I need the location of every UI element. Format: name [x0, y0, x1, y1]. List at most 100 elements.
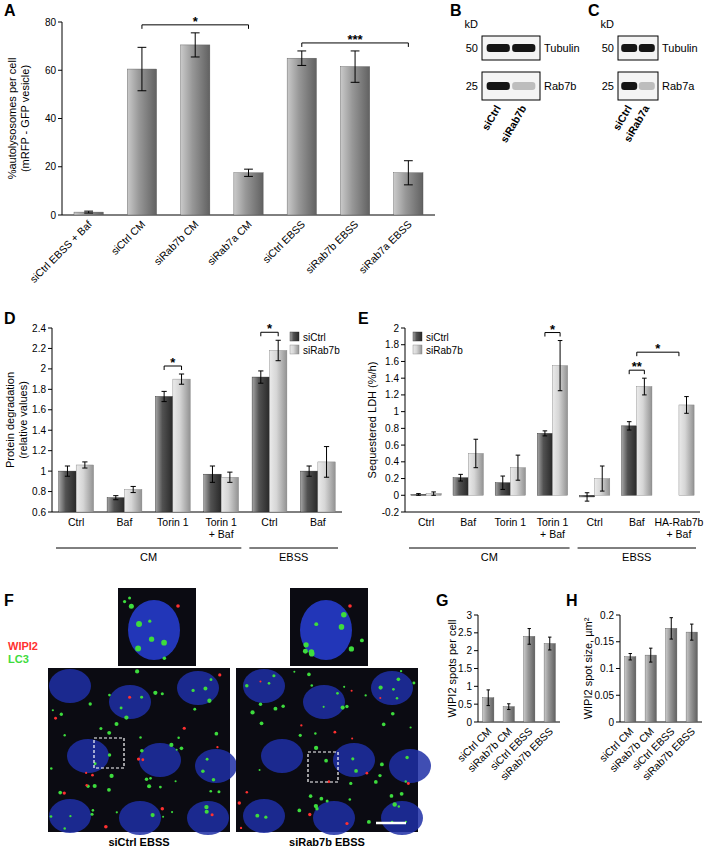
wipi2-dot [141, 758, 144, 761]
category-label-line: Ctrl [586, 516, 602, 528]
lc3-dot [159, 786, 162, 789]
error-bar [543, 431, 548, 436]
plot-marks [74, 33, 423, 215]
error-line [301, 51, 302, 65]
category-label-line: HA-Rab7b [654, 516, 703, 528]
nucleus [313, 801, 355, 835]
inset-marker [94, 738, 124, 768]
y-tick-label: -0.2 [382, 507, 400, 518]
group-label: EBSS [279, 551, 308, 563]
error-cap [670, 639, 673, 640]
lc3-dot [169, 743, 173, 747]
inset-lc3-dot [303, 649, 308, 654]
chart-panel: GWIPI2 spots per cell00.511.522.53siCtrl… [436, 592, 560, 783]
wipi2-dot [85, 784, 87, 786]
error-cap [684, 396, 689, 397]
lc3-dot [324, 759, 328, 763]
error-line [212, 466, 213, 482]
category-label: siRab7b CM [151, 218, 200, 267]
error-line [278, 340, 279, 360]
error-cap [307, 476, 312, 477]
error-bar [258, 371, 263, 383]
error-bar [558, 341, 563, 391]
lc3-dot [58, 791, 62, 795]
condition-label: siRab7b EBSS [289, 836, 365, 848]
lc3-dot [391, 712, 395, 716]
lc3-dot [108, 753, 111, 756]
lc3-dot [392, 802, 396, 806]
error-cap [244, 169, 253, 170]
nucleus [49, 669, 91, 703]
category-label-line: Torin 1 [205, 516, 237, 528]
y-tick [401, 461, 405, 462]
y-axis-title: (relative values) [17, 381, 29, 459]
bar [221, 477, 238, 512]
y-tick-label: 0.4 [385, 456, 399, 467]
y-tick-label: 1.4 [32, 425, 46, 436]
legend-label: siCtrl [426, 332, 449, 343]
lc3-dot [215, 732, 219, 736]
lc3-dot [315, 807, 318, 810]
error-cap [548, 637, 551, 638]
y-tick [474, 650, 478, 651]
lc3-dot [264, 816, 267, 819]
error-line [517, 455, 518, 480]
error-bar [649, 648, 652, 662]
lc3-dot [273, 707, 277, 711]
nucleus [243, 669, 285, 703]
wipi2-dot [366, 772, 369, 775]
error-cap [179, 384, 184, 385]
lc3-dot [153, 691, 157, 695]
y-tick-label: 0.1 [600, 663, 614, 674]
error-cap [507, 709, 510, 710]
bar [411, 494, 426, 496]
lc3-dot [86, 785, 89, 788]
error-bar [113, 496, 118, 500]
y-tick-label: 1.8 [385, 339, 399, 350]
inset-lc3-dot [129, 604, 134, 609]
bar [686, 632, 697, 722]
inset-lc3-dot [339, 624, 345, 630]
y-tick-label: 0.6 [32, 507, 46, 518]
error-cap [113, 495, 118, 496]
band-label: Rab7a [662, 80, 695, 92]
lc3-dot [397, 678, 401, 682]
chart-panel: DProtein degradation(relative values)0.6… [4, 310, 342, 563]
error-line [326, 447, 327, 478]
bar [155, 396, 172, 512]
y-tick [48, 471, 52, 472]
error-bar [131, 486, 136, 492]
lc3-dot [374, 780, 378, 784]
category-label-line: + Baf [667, 528, 692, 540]
lc3-dot [365, 694, 367, 696]
y-tick-label: 0 [393, 490, 399, 501]
lane-label: siRab7a [621, 103, 652, 144]
lc3-dot [162, 816, 164, 818]
error-cap [276, 360, 281, 361]
error-cap [84, 213, 93, 214]
blot-band [487, 44, 510, 52]
significance-label: ** [632, 359, 643, 374]
y-tick [401, 478, 405, 479]
error-bar [191, 33, 200, 57]
error-bar [500, 476, 505, 489]
error-cap [179, 374, 184, 375]
panel-letter: F [4, 592, 14, 609]
lc3-dot [307, 673, 311, 677]
category-label: Ctrl [418, 516, 434, 528]
error-cap [65, 466, 70, 467]
error-line [475, 439, 476, 467]
y-tick [48, 430, 52, 431]
error-line [650, 648, 651, 662]
legend-swatch [413, 332, 422, 341]
lc3-dot [410, 726, 412, 728]
error-cap [244, 176, 253, 177]
lc3-dot [207, 699, 211, 703]
y-axis-title: Protein degradation [4, 372, 16, 468]
y-axis [478, 615, 479, 722]
lc3-dot [390, 794, 394, 798]
y-tick [48, 491, 52, 492]
y-tick-label: 20 [45, 161, 57, 172]
error-cap [629, 659, 632, 660]
category-label: Torin 1 [157, 516, 189, 528]
